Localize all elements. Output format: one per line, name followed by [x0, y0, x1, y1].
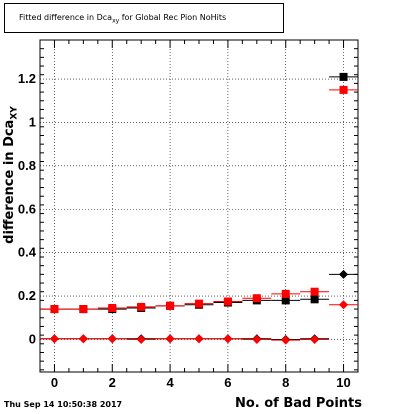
y-axis-label: difference in DcaXY	[2, 106, 20, 244]
data-point-square	[281, 289, 290, 298]
x-tick-label: 8	[282, 375, 289, 390]
y-tick-label: 1.2	[18, 71, 36, 86]
data-point-square	[339, 72, 348, 81]
data-point-square	[108, 303, 117, 312]
data-point-diamond	[339, 300, 349, 310]
chart-title: Fitted difference in Dcaxy for Global Re…	[19, 13, 226, 25]
data-point-diamond	[136, 334, 146, 344]
axes: 0 2 4 6 8 10 0 0.2 0.4 0.6 0.8 1 1.2	[18, 40, 359, 390]
x-tick-label: 2	[109, 375, 116, 390]
data-point-square	[137, 302, 146, 311]
x-tick-label: 0	[51, 375, 58, 390]
data-point-square	[50, 305, 59, 314]
data-point-diamond	[252, 334, 262, 344]
data-point-square	[339, 85, 348, 94]
data-point-square	[252, 294, 261, 303]
footer-date: Thu Sep 14 10:50:38 2017	[4, 400, 123, 409]
data-point-square	[79, 305, 88, 314]
data-point-diamond	[281, 335, 291, 345]
data-point-diamond	[165, 334, 175, 344]
title-box: Fitted difference in Dcaxy for Global Re…	[4, 3, 284, 33]
data-point-diamond	[223, 334, 233, 344]
x-tick-label: 6	[224, 375, 231, 390]
y-axis-label-main: difference in Dca	[2, 119, 17, 244]
title-prefix: Fitted difference in Dca	[19, 13, 113, 22]
data-point-diamond	[78, 334, 88, 344]
y-tick-label: 0.4	[18, 245, 37, 260]
y-tick-label: 0.8	[18, 158, 36, 173]
y-tick-label: 0.2	[18, 288, 36, 303]
data-marks	[40, 72, 358, 345]
data-point-square	[195, 299, 203, 308]
data-point-diamond	[107, 334, 117, 344]
y-tick-label: 0.6	[18, 201, 36, 216]
data-point-square	[166, 301, 175, 310]
data-point-diamond	[310, 334, 320, 344]
title-suffix: for Global Rec Pion NoHits	[119, 13, 227, 22]
data-point-square	[310, 295, 319, 304]
plot-frame	[39, 39, 359, 373]
y-tick-label: 0	[29, 331, 36, 346]
data-point-diamond	[49, 334, 59, 344]
data-point-square	[310, 287, 319, 296]
y-tick-label: 1	[29, 114, 36, 129]
y-axis-label-sub: XY	[9, 106, 20, 120]
data-point-square	[281, 296, 290, 305]
x-tick-label: 4	[166, 375, 174, 390]
x-tick-label: 10	[336, 375, 350, 390]
data-point-diamond	[194, 334, 204, 344]
x-axis-label: No. of Bad Points	[234, 396, 362, 411]
data-point-square	[223, 297, 232, 306]
title-sub: xy	[112, 17, 120, 25]
data-point-diamond	[339, 269, 349, 279]
